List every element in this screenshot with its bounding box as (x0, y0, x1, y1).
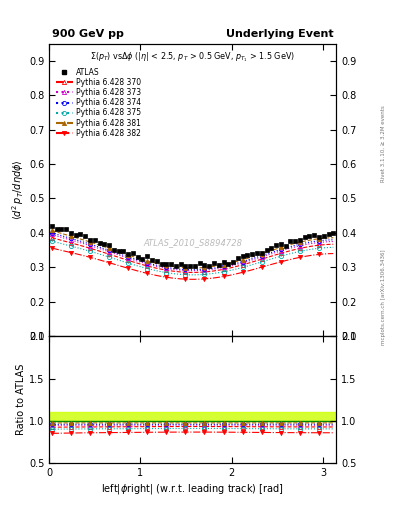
Y-axis label: Ratio to ATLAS: Ratio to ATLAS (16, 364, 26, 435)
Pythia 6.428 373 (121, 253, 126, 260)
Pythia 6.428 375 (193, 272, 197, 278)
Pythia 6.428 374 (121, 252, 126, 259)
Pythia 6.428 375 (145, 265, 150, 271)
Pythia 6.428 382 (50, 245, 54, 251)
ATLAS (50, 223, 54, 229)
Pythia 6.428 370 (97, 248, 102, 254)
ATLAS (193, 263, 197, 269)
Pythia 6.428 381 (331, 234, 336, 241)
Pythia 6.428 382 (145, 270, 150, 276)
Pythia 6.428 375 (231, 267, 235, 273)
Pythia 6.428 382 (130, 267, 135, 273)
Text: mcplots.cern.ch [arXiv:1306.3436]: mcplots.cern.ch [arXiv:1306.3436] (381, 249, 386, 345)
Pythia 6.428 374 (50, 230, 54, 236)
Line: Pythia 6.428 382: Pythia 6.428 382 (50, 246, 335, 282)
ATLAS (140, 256, 145, 262)
Line: Pythia 6.428 375: Pythia 6.428 375 (50, 239, 335, 277)
Pythia 6.428 381 (231, 259, 235, 265)
Pythia 6.428 370 (193, 269, 197, 275)
Pythia 6.428 370 (331, 241, 336, 247)
Pythia 6.428 375 (130, 262, 135, 268)
Pythia 6.428 370 (121, 256, 126, 262)
Pythia 6.428 382 (231, 271, 235, 278)
ATLAS (130, 250, 135, 257)
Pythia 6.428 374 (193, 267, 197, 273)
Pythia 6.428 373 (50, 231, 54, 238)
Pythia 6.428 373 (130, 257, 135, 263)
Pythia 6.428 373 (140, 260, 145, 266)
Pythia 6.428 374 (331, 237, 336, 243)
Pythia 6.428 375 (97, 251, 102, 257)
Line: Pythia 6.428 373: Pythia 6.428 373 (50, 232, 335, 273)
Y-axis label: $\langle d^2\,p_T/d\eta d\phi\rangle$: $\langle d^2\,p_T/d\eta d\phi\rangle$ (10, 159, 26, 220)
Pythia 6.428 370 (231, 264, 235, 270)
Pythia 6.428 373 (331, 239, 336, 245)
Pythia 6.428 375 (140, 264, 145, 270)
Text: 900 GeV pp: 900 GeV pp (52, 29, 124, 39)
Pythia 6.428 375 (50, 238, 54, 244)
Pythia 6.428 382 (140, 269, 145, 275)
Line: Pythia 6.428 374: Pythia 6.428 374 (50, 231, 335, 272)
ATLAS (97, 240, 102, 246)
Pythia 6.428 370 (130, 259, 135, 265)
X-axis label: left$|\phi$right$|$ (w.r.t. leading track) [rad]: left$|\phi$right$|$ (w.r.t. leading trac… (101, 482, 284, 497)
Pythia 6.428 370 (140, 262, 145, 268)
Pythia 6.428 381 (121, 250, 126, 257)
Pythia 6.428 381 (193, 265, 197, 271)
Pythia 6.428 373 (97, 246, 102, 252)
Pythia 6.428 381 (97, 242, 102, 248)
Text: Rivet 3.1.10, ≥ 3.2M events: Rivet 3.1.10, ≥ 3.2M events (381, 105, 386, 182)
Pythia 6.428 382 (331, 250, 336, 257)
Text: Underlying Event: Underlying Event (226, 29, 333, 39)
ATLAS (121, 248, 126, 254)
Pythia 6.428 382 (97, 257, 102, 263)
Pythia 6.428 375 (121, 259, 126, 265)
Pythia 6.428 381 (130, 253, 135, 260)
Pythia 6.428 370 (50, 234, 54, 241)
Pythia 6.428 382 (121, 264, 126, 270)
Pythia 6.428 381 (50, 227, 54, 233)
Pythia 6.428 374 (130, 255, 135, 262)
Pythia 6.428 382 (193, 276, 197, 283)
Line: ATLAS: ATLAS (50, 224, 336, 269)
Pythia 6.428 373 (193, 268, 197, 274)
Legend: ATLAS, Pythia 6.428 370, Pythia 6.428 373, Pythia 6.428 374, Pythia 6.428 375, P: ATLAS, Pythia 6.428 370, Pythia 6.428 37… (56, 68, 141, 138)
ATLAS (331, 230, 336, 237)
ATLAS (231, 259, 235, 265)
Pythia 6.428 370 (145, 263, 150, 269)
ATLAS (145, 253, 150, 260)
Pythia 6.428 373 (231, 262, 235, 268)
Pythia 6.428 381 (145, 258, 150, 264)
Line: Pythia 6.428 381: Pythia 6.428 381 (50, 228, 335, 270)
Pythia 6.428 373 (145, 261, 150, 267)
Pythia 6.428 374 (145, 260, 150, 266)
Bar (49, 413, 336, 421)
Pythia 6.428 374 (231, 261, 235, 267)
Pythia 6.428 375 (331, 244, 336, 250)
Pythia 6.428 381 (140, 257, 145, 263)
Pythia 6.428 374 (140, 259, 145, 265)
Pythia 6.428 374 (97, 244, 102, 250)
Line: Pythia 6.428 370: Pythia 6.428 370 (50, 236, 335, 274)
Text: ATLAS_2010_S8894728: ATLAS_2010_S8894728 (143, 238, 242, 247)
Text: $\Sigma(p_T)$ vs$\Delta\phi$ ($|\eta|$ < 2.5, $p_T$ > 0.5 GeV, $p_{T_1}$ > 1.5 G: $\Sigma(p_T)$ vs$\Delta\phi$ ($|\eta|$ <… (90, 51, 295, 65)
